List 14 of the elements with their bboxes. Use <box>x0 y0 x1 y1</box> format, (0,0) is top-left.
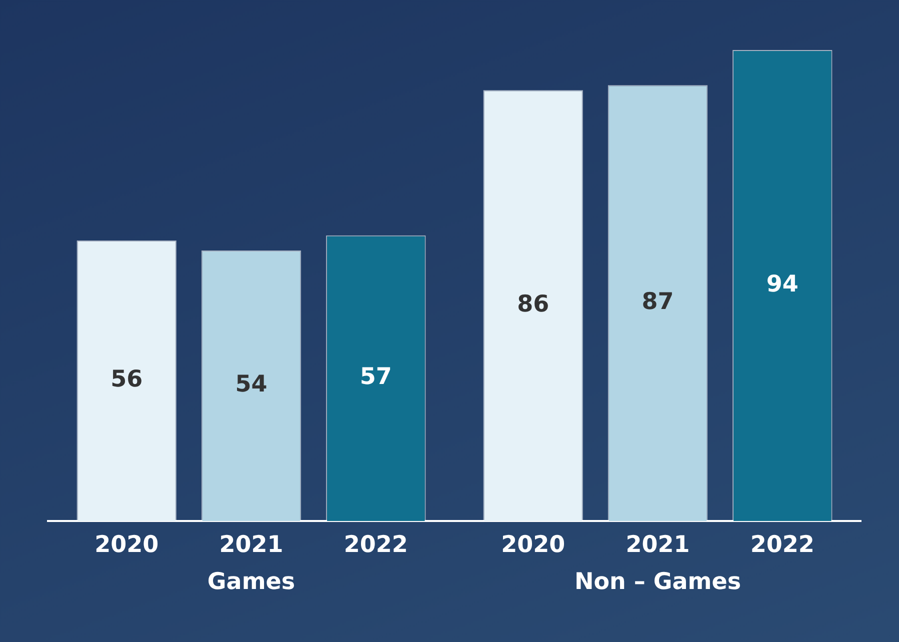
data-label: 57 <box>360 364 392 390</box>
data-label: 94 <box>766 272 798 298</box>
data-label: 87 <box>642 289 674 316</box>
series-label: 2022 <box>344 532 408 558</box>
data-label: 54 <box>235 372 268 398</box>
x-tick-label: Games <box>207 568 296 595</box>
series-label: 2021 <box>219 532 284 558</box>
text: 2022 <box>750 532 814 558</box>
data-label: 56 <box>110 366 143 393</box>
data-label: 86 <box>517 292 550 318</box>
text: 2020 <box>501 532 566 558</box>
text: 2021 <box>626 532 690 558</box>
series-label: 2020 <box>94 532 159 558</box>
x-tick-label: Non – Games <box>574 568 742 595</box>
